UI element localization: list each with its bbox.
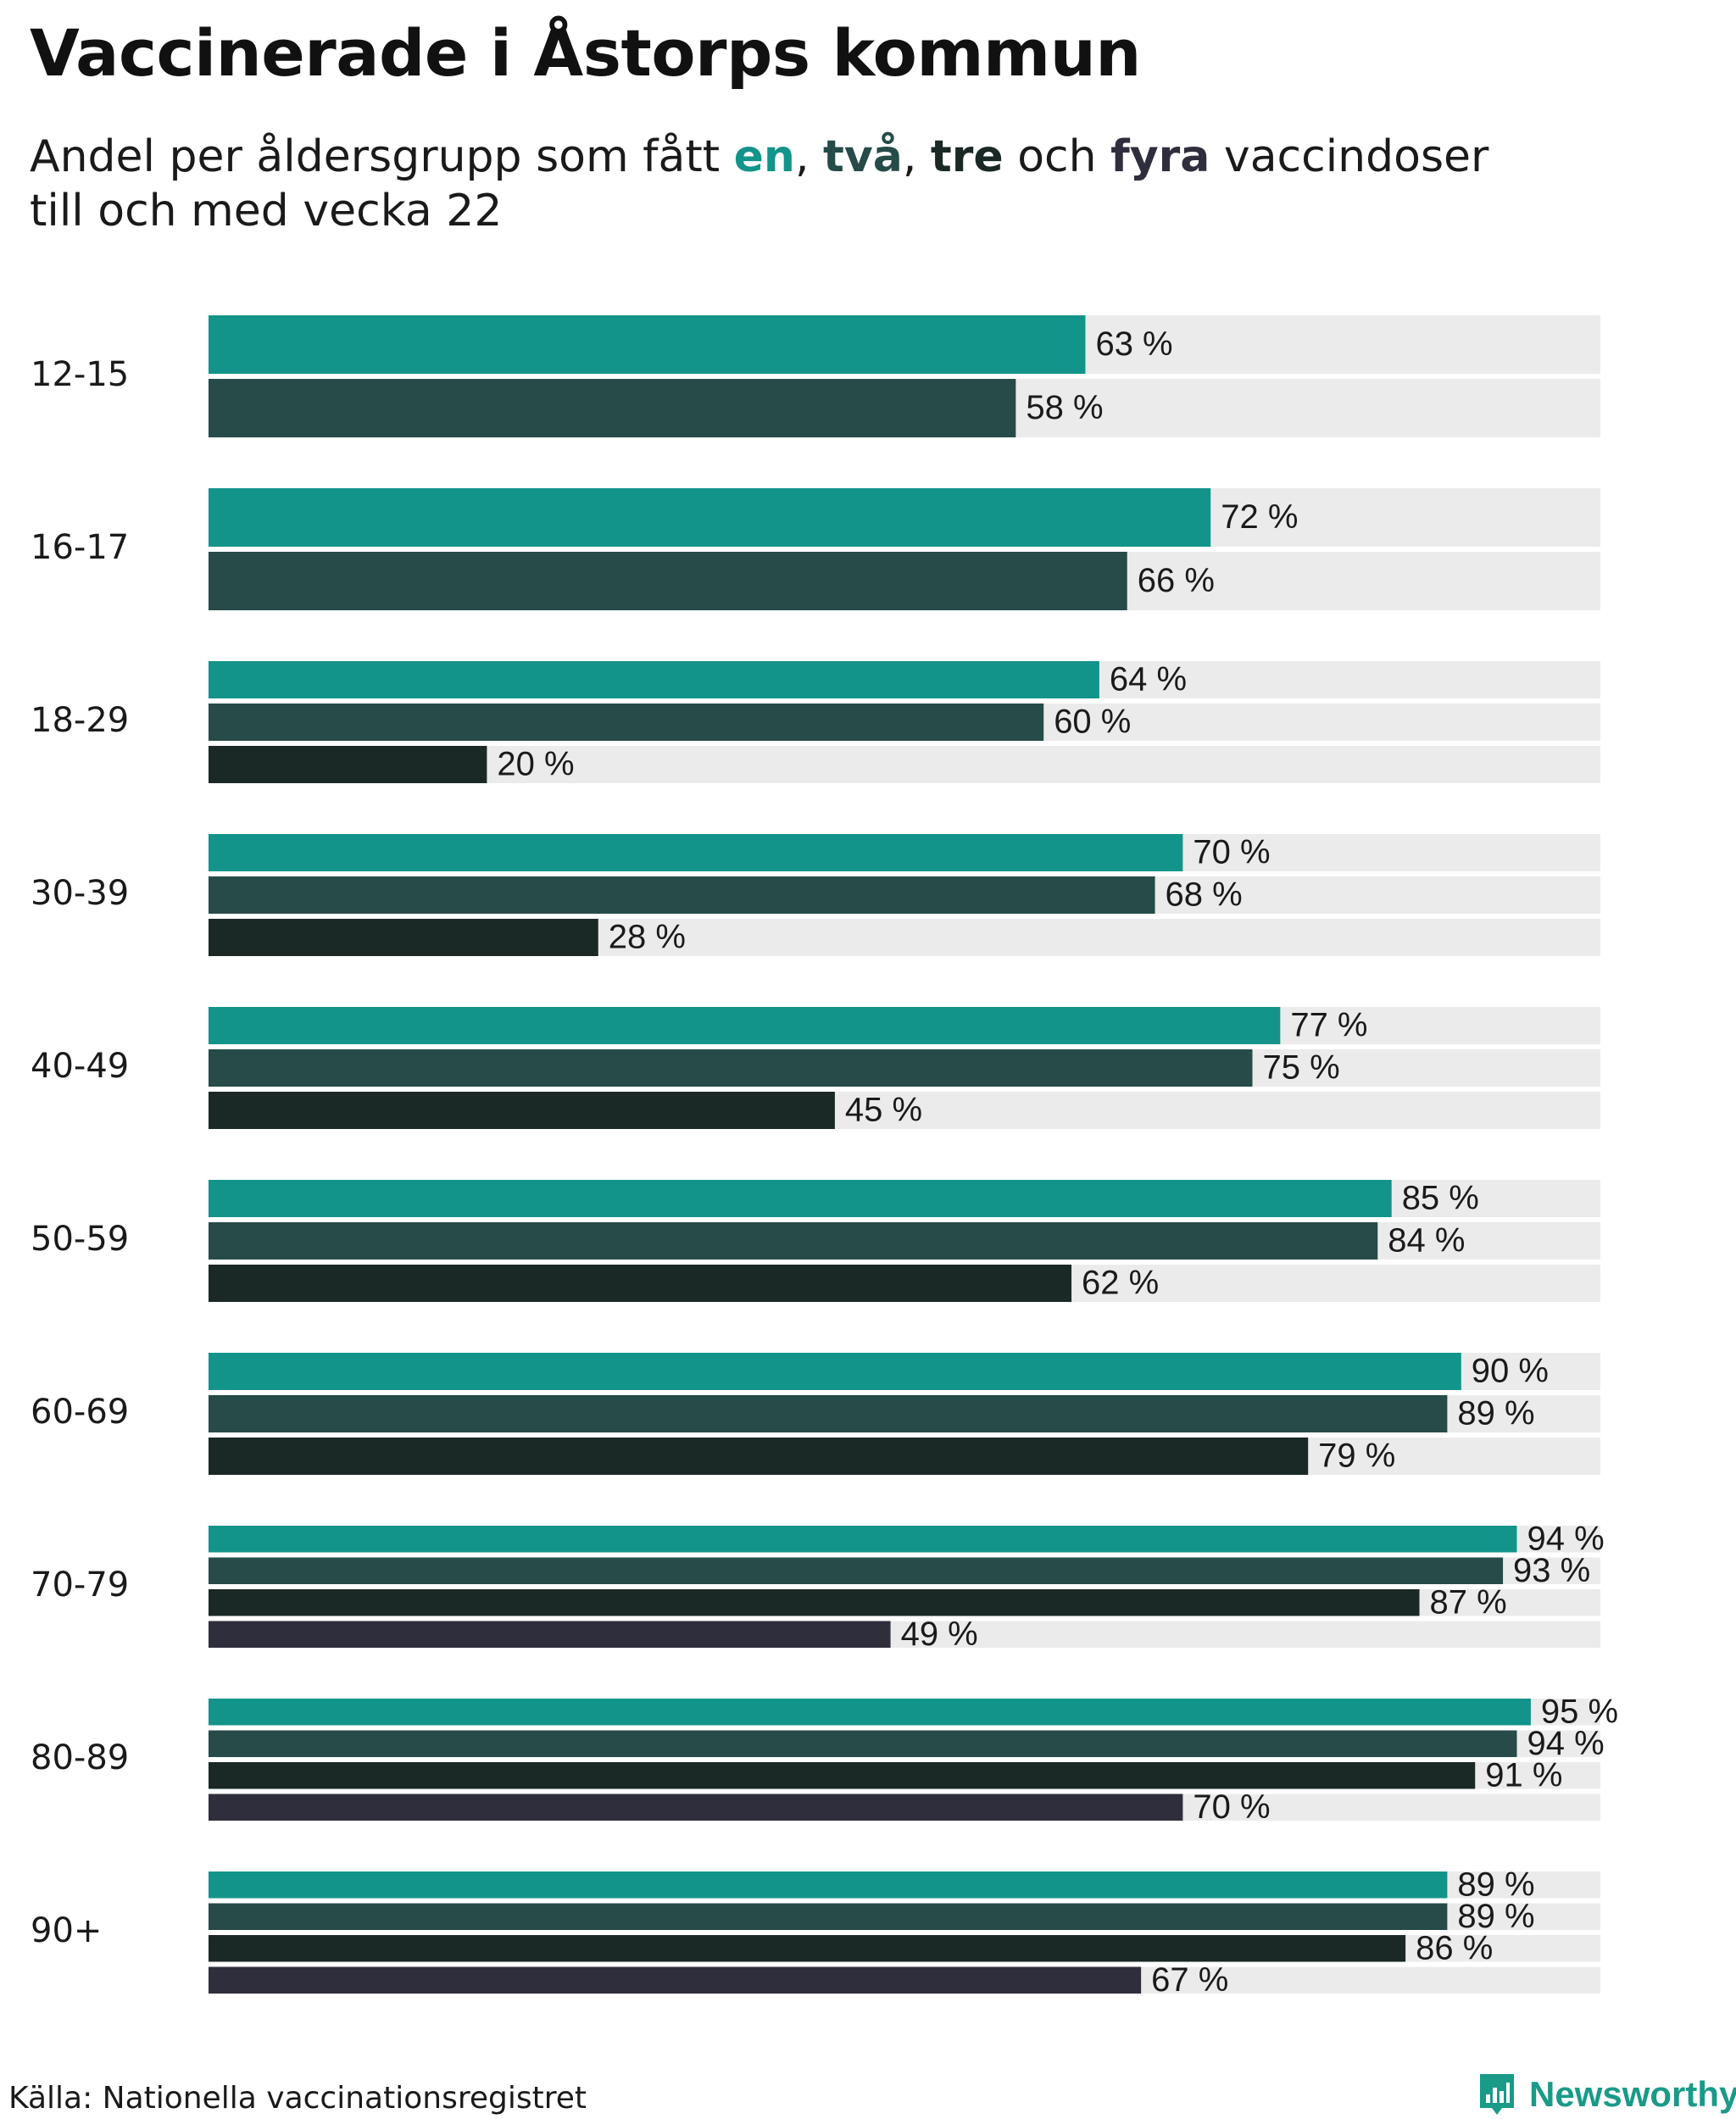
- subtitle-line-1: Andel per åldersgrupp som fått en, två, …: [30, 130, 1555, 184]
- value-label-dose-3: 20 %: [497, 746, 574, 783]
- bar-dose-1: [209, 1526, 1517, 1553]
- subtitle-separator: ,: [902, 131, 931, 182]
- age-group-label: 18-29: [31, 701, 129, 740]
- bar-dose-2: [209, 1557, 1504, 1584]
- subtitle-suffix: vaccindoser: [1210, 131, 1489, 182]
- bar-dose-1: [209, 488, 1211, 547]
- value-label-dose-2: 66 %: [1138, 562, 1215, 599]
- value-label-dose-1: 95 %: [1541, 1693, 1618, 1730]
- subtitle-separator: och: [1003, 131, 1111, 182]
- legend-dose-3: tre: [930, 131, 1004, 182]
- newsworthy-logo-icon: [1480, 2074, 1514, 2115]
- value-label-dose-1: 90 %: [1472, 1353, 1549, 1390]
- value-label-dose-1: 64 %: [1110, 661, 1187, 698]
- brand: Newsworthy: [1477, 2071, 1736, 2118]
- legend-dose-1: en: [733, 131, 795, 182]
- bar-dose-4: [209, 1794, 1183, 1821]
- bar-dose-4: [209, 1966, 1142, 1994]
- value-label-dose-3: 79 %: [1318, 1438, 1395, 1475]
- bar-dose-2: [209, 876, 1155, 914]
- bar-dose-3: [209, 1265, 1072, 1302]
- value-label-dose-2: 89 %: [1457, 1898, 1534, 1935]
- value-label-dose-2: 60 %: [1054, 704, 1131, 741]
- value-label-dose-3: 45 %: [845, 1092, 922, 1129]
- value-label-dose-2: 94 %: [1527, 1725, 1604, 1762]
- age-group-label: 90+: [31, 1911, 102, 1950]
- value-label-dose-3: 86 %: [1416, 1929, 1493, 1966]
- value-label-dose-4: 67 %: [1151, 1961, 1228, 1999]
- brand-name: Newsworthy: [1529, 2074, 1736, 2114]
- legend-dose-2: två: [823, 131, 903, 182]
- bar-dose-1: [209, 834, 1183, 871]
- bar-dose-2: [209, 379, 1016, 437]
- value-label-dose-2: 68 %: [1166, 876, 1243, 914]
- bar-dose-1: [209, 315, 1086, 374]
- bar-dose-2: [209, 1730, 1517, 1757]
- value-label-dose-2: 58 %: [1026, 389, 1103, 426]
- legend-dose-4: fyra: [1110, 131, 1210, 182]
- bar-dose-1: [209, 1872, 1448, 1899]
- source-note: Källa: Nationella vaccinationsregistret: [8, 2081, 587, 2116]
- subtitle-separator: ,: [794, 131, 824, 182]
- age-group-label: 12-15: [31, 355, 129, 394]
- bar-dose-2: [209, 1395, 1448, 1432]
- bar-dose-2: [209, 1222, 1378, 1260]
- value-label-dose-3: 91 %: [1485, 1756, 1562, 1794]
- bar-dose-1: [209, 1353, 1461, 1390]
- value-label-dose-1: 89 %: [1457, 1866, 1534, 1903]
- age-group-label: 70-79: [31, 1566, 129, 1605]
- value-label-dose-1: 94 %: [1527, 1520, 1604, 1557]
- value-label-dose-4: 49 %: [901, 1616, 978, 1653]
- bar-dose-3: [209, 1762, 1476, 1789]
- bar-dose-3: [209, 1438, 1309, 1475]
- value-label-dose-2: 93 %: [1513, 1552, 1590, 1589]
- bar-dose-3: [209, 1935, 1406, 1962]
- subtitle-line-2: till och med vecka 22: [30, 186, 503, 236]
- value-label-dose-1: 63 %: [1095, 325, 1172, 363]
- subtitle-prefix: Andel per åldersgrupp som fått: [30, 131, 734, 182]
- age-group-label: 80-89: [31, 1738, 129, 1777]
- bar-dose-1: [209, 1007, 1281, 1044]
- bar-dose-2: [209, 704, 1044, 741]
- value-label-dose-1: 72 %: [1221, 498, 1298, 536]
- bar-dose-3: [209, 1589, 1420, 1616]
- value-label-dose-2: 75 %: [1263, 1049, 1340, 1087]
- bar-dose-1: [209, 661, 1099, 698]
- age-group-label: 50-59: [31, 1220, 129, 1259]
- age-group-label: 16-17: [31, 528, 129, 567]
- value-label-dose-1: 77 %: [1290, 1007, 1367, 1044]
- bar-dose-3: [209, 1092, 835, 1129]
- chart-subtitle: Andel per åldersgrupp som fått en, två, …: [30, 130, 1555, 238]
- bar-dose-3: [209, 746, 487, 783]
- age-group-label: 30-39: [31, 874, 129, 913]
- value-label-dose-2: 84 %: [1388, 1222, 1465, 1260]
- value-label-dose-3: 62 %: [1082, 1265, 1159, 1302]
- bar-dose-2: [209, 1049, 1253, 1087]
- age-group-label: 60-69: [31, 1393, 129, 1432]
- bar-dose-3: [209, 919, 598, 956]
- age-group-label: 40-49: [31, 1047, 129, 1086]
- value-label-dose-1: 85 %: [1402, 1180, 1479, 1217]
- value-label-dose-4: 70 %: [1193, 1788, 1270, 1826]
- value-label-dose-3: 87 %: [1430, 1583, 1507, 1621]
- bar-dose-2: [209, 552, 1127, 610]
- value-label-dose-2: 89 %: [1457, 1395, 1534, 1432]
- bar-dose-1: [209, 1180, 1392, 1217]
- chart-title: Vaccinerade i Åstorps kommun: [30, 15, 1141, 91]
- bar-dose-4: [209, 1621, 891, 1648]
- value-label-dose-1: 70 %: [1193, 834, 1270, 871]
- value-label-dose-3: 28 %: [609, 919, 686, 956]
- bar-dose-1: [209, 1699, 1531, 1726]
- bar-dose-2: [209, 1903, 1448, 1930]
